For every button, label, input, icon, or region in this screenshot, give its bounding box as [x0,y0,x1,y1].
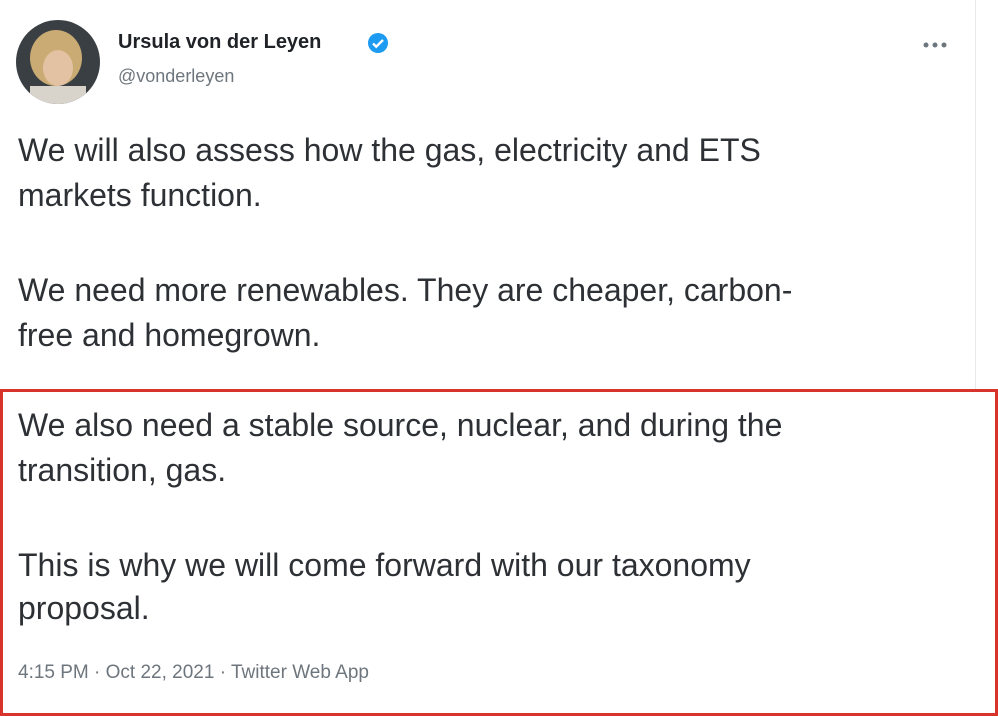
tweet-text: We need more renewables. They are cheape… [18,268,792,312]
tweet-text: We will also assess how the gas, electri… [18,128,761,172]
author-name[interactable]: Ursula von der Leyen [118,31,321,54]
page: Ursula von der Leyen @vonderleyen We wil… [0,0,998,715]
tweet-text: proposal. [18,586,150,630]
avatar[interactable] [16,20,100,104]
verified-badge [367,32,389,54]
tweet-meta[interactable]: 4:15 PM · Oct 22, 2021 · Twitter Web App [18,662,369,684]
tweet-text: This is why we will come forward with ou… [18,543,751,587]
tweet-text: free and homegrown. [18,313,320,357]
panel-edge [975,0,976,389]
more-menu[interactable] [922,40,948,50]
tweet-text: transition, gas. [18,448,226,492]
author-handle[interactable]: @vonderleyen [118,66,234,87]
tweet-text: We also need a stable source, nuclear, a… [18,403,782,447]
tweet-text: markets function. [18,173,262,217]
